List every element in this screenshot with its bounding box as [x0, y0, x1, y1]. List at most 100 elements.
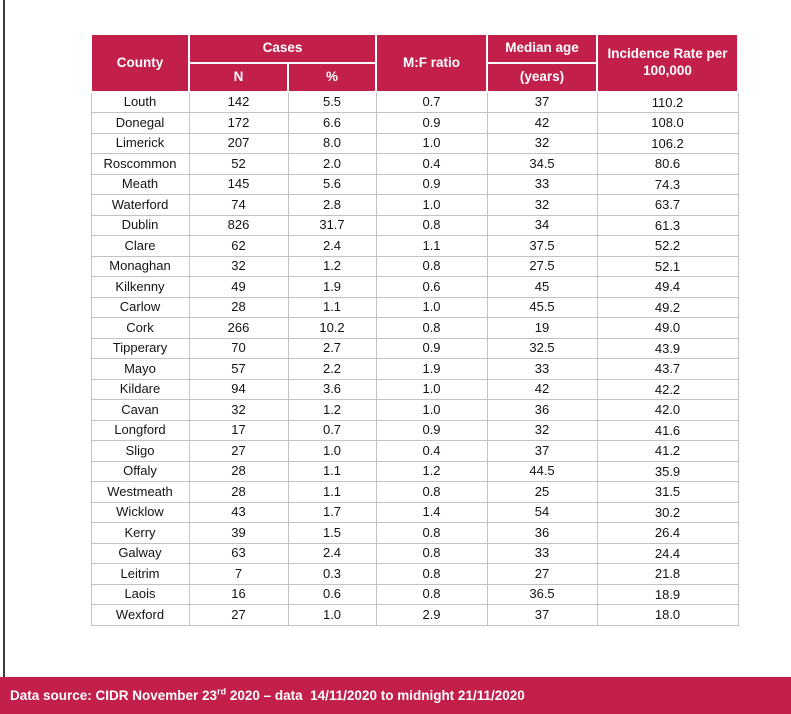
- footer-text-suffix: 2020 – data 14/11/2020 to midnight 21/11…: [226, 688, 525, 703]
- cell-incidence-rate: 49.2: [596, 296, 739, 318]
- table-row: Kerry 39 1.5 0.8 36 26.4: [90, 522, 739, 544]
- cell-cases-pct: 1.0: [287, 604, 377, 626]
- cell-median-age: 27.5: [486, 255, 598, 277]
- cell-incidence-rate: 41.6: [596, 419, 739, 441]
- footer-ordinal-superscript: rd: [217, 686, 227, 697]
- cell-cases-n: 826: [188, 214, 289, 236]
- cell-cases-pct: 1.5: [287, 522, 377, 544]
- cell-county: Louth: [90, 91, 190, 113]
- col-header-cases: Cases: [187, 33, 378, 64]
- table-row: Meath 145 5.6 0.9 33 74.3: [90, 173, 739, 195]
- cell-incidence-rate: 110.2: [596, 91, 739, 113]
- cell-mf-ratio: 1.0: [375, 132, 488, 154]
- cell-cases-n: 17: [188, 419, 289, 441]
- cell-incidence-rate: 18.0: [596, 604, 739, 626]
- cell-incidence-rate: 30.2: [596, 501, 739, 523]
- cell-median-age: 33: [486, 173, 598, 195]
- cell-incidence-rate: 61.3: [596, 214, 739, 236]
- cell-cases-n: 28: [188, 296, 289, 318]
- cell-cases-pct: 2.7: [287, 337, 377, 359]
- table-row: Roscommon 52 2.0 0.4 34.5 80.6: [90, 153, 739, 175]
- table-row: Laois 16 0.6 0.8 36.5 18.9: [90, 583, 739, 605]
- cell-incidence-rate: 49.4: [596, 276, 739, 298]
- cell-county: Galway: [90, 542, 190, 564]
- cell-cases-pct: 1.1: [287, 460, 377, 482]
- cell-cases-n: 27: [188, 604, 289, 626]
- cell-county: Kerry: [90, 522, 190, 544]
- cell-mf-ratio: 1.0: [375, 296, 488, 318]
- cell-mf-ratio: 0.9: [375, 337, 488, 359]
- cell-cases-pct: 0.6: [287, 583, 377, 605]
- cell-cases-pct: 1.0: [287, 440, 377, 462]
- cell-cases-pct: 1.1: [287, 296, 377, 318]
- cell-mf-ratio: 0.8: [375, 583, 488, 605]
- cell-median-age: 45.5: [486, 296, 598, 318]
- table-row: Longford 17 0.7 0.9 32 41.6: [90, 419, 739, 441]
- cell-cases-n: 16: [188, 583, 289, 605]
- datasource-footer: Data source: CIDR November 23rd 2020 – d…: [0, 677, 791, 714]
- table-row: Clare 62 2.4 1.1 37.5 52.2: [90, 235, 739, 257]
- cell-county: Cavan: [90, 399, 190, 421]
- cell-mf-ratio: 1.0: [375, 399, 488, 421]
- cell-cases-n: 49: [188, 276, 289, 298]
- cell-incidence-rate: 21.8: [596, 563, 739, 585]
- cell-county: Laois: [90, 583, 190, 605]
- cell-median-age: 32: [486, 419, 598, 441]
- table-row: Cork 266 10.2 0.8 19 49.0: [90, 317, 739, 339]
- cell-median-age: 42: [486, 112, 598, 134]
- cell-cases-pct: 5.5: [287, 91, 377, 113]
- cell-mf-ratio: 1.0: [375, 194, 488, 216]
- cell-cases-n: 28: [188, 460, 289, 482]
- cell-cases-pct: 5.6: [287, 173, 377, 195]
- cell-county: Meath: [90, 173, 190, 195]
- cell-cases-pct: 0.7: [287, 419, 377, 441]
- cell-median-age: 19: [486, 317, 598, 339]
- cell-cases-n: 172: [188, 112, 289, 134]
- cell-mf-ratio: 0.6: [375, 276, 488, 298]
- table-row: Kildare 94 3.6 1.0 42 42.2: [90, 378, 739, 400]
- table-row: Monaghan 32 1.2 0.8 27.5 52.1: [90, 255, 739, 277]
- cell-median-age: 32: [486, 194, 598, 216]
- cell-county: Sligo: [90, 440, 190, 462]
- cell-median-age: 37: [486, 440, 598, 462]
- cell-cases-n: 142: [188, 91, 289, 113]
- cell-county: Kilkenny: [90, 276, 190, 298]
- cell-incidence-rate: 42.2: [596, 378, 739, 400]
- cell-cases-pct: 10.2: [287, 317, 377, 339]
- cell-cases-pct: 8.0: [287, 132, 377, 154]
- table-row: Wicklow 43 1.7 1.4 54 30.2: [90, 501, 739, 523]
- cell-incidence-rate: 63.7: [596, 194, 739, 216]
- table-row: Offaly 28 1.1 1.2 44.5 35.9: [90, 460, 739, 482]
- cell-county: Kildare: [90, 378, 190, 400]
- county-incidence-table: County Cases M:F ratio Median age Incide…: [90, 33, 740, 626]
- cell-median-age: 32: [486, 132, 598, 154]
- table-row: Tipperary 70 2.7 0.9 32.5 43.9: [90, 337, 739, 359]
- cell-mf-ratio: 0.8: [375, 255, 488, 277]
- cell-incidence-rate: 52.1: [596, 255, 739, 277]
- col-header-years: (years): [486, 62, 599, 93]
- cell-incidence-rate: 31.5: [596, 481, 739, 503]
- cell-cases-n: 74: [188, 194, 289, 216]
- cell-median-age: 34.5: [486, 153, 598, 175]
- table-row: Mayo 57 2.2 1.9 33 43.7: [90, 358, 739, 380]
- cell-mf-ratio: 0.9: [375, 419, 488, 441]
- table-row: Waterford 74 2.8 1.0 32 63.7: [90, 194, 739, 216]
- cell-county: Donegal: [90, 112, 190, 134]
- cell-cases-n: 70: [188, 337, 289, 359]
- col-header-county: County: [90, 33, 190, 93]
- cell-cases-pct: 31.7: [287, 214, 377, 236]
- table-row: Leitrim 7 0.3 0.8 27 21.8: [90, 563, 739, 585]
- cell-incidence-rate: 42.0: [596, 399, 739, 421]
- cell-incidence-rate: 35.9: [596, 460, 739, 482]
- cell-cases-pct: 2.4: [287, 542, 377, 564]
- cell-median-age: 27: [486, 563, 598, 585]
- cell-county: Wexford: [90, 604, 190, 626]
- cell-cases-n: 145: [188, 173, 289, 195]
- cell-median-age: 37.5: [486, 235, 598, 257]
- col-header-n: N: [188, 62, 289, 93]
- cell-mf-ratio: 0.8: [375, 563, 488, 585]
- cell-median-age: 42: [486, 378, 598, 400]
- cell-cases-pct: 1.2: [287, 399, 377, 421]
- cell-mf-ratio: 1.9: [375, 358, 488, 380]
- cell-mf-ratio: 0.4: [375, 440, 488, 462]
